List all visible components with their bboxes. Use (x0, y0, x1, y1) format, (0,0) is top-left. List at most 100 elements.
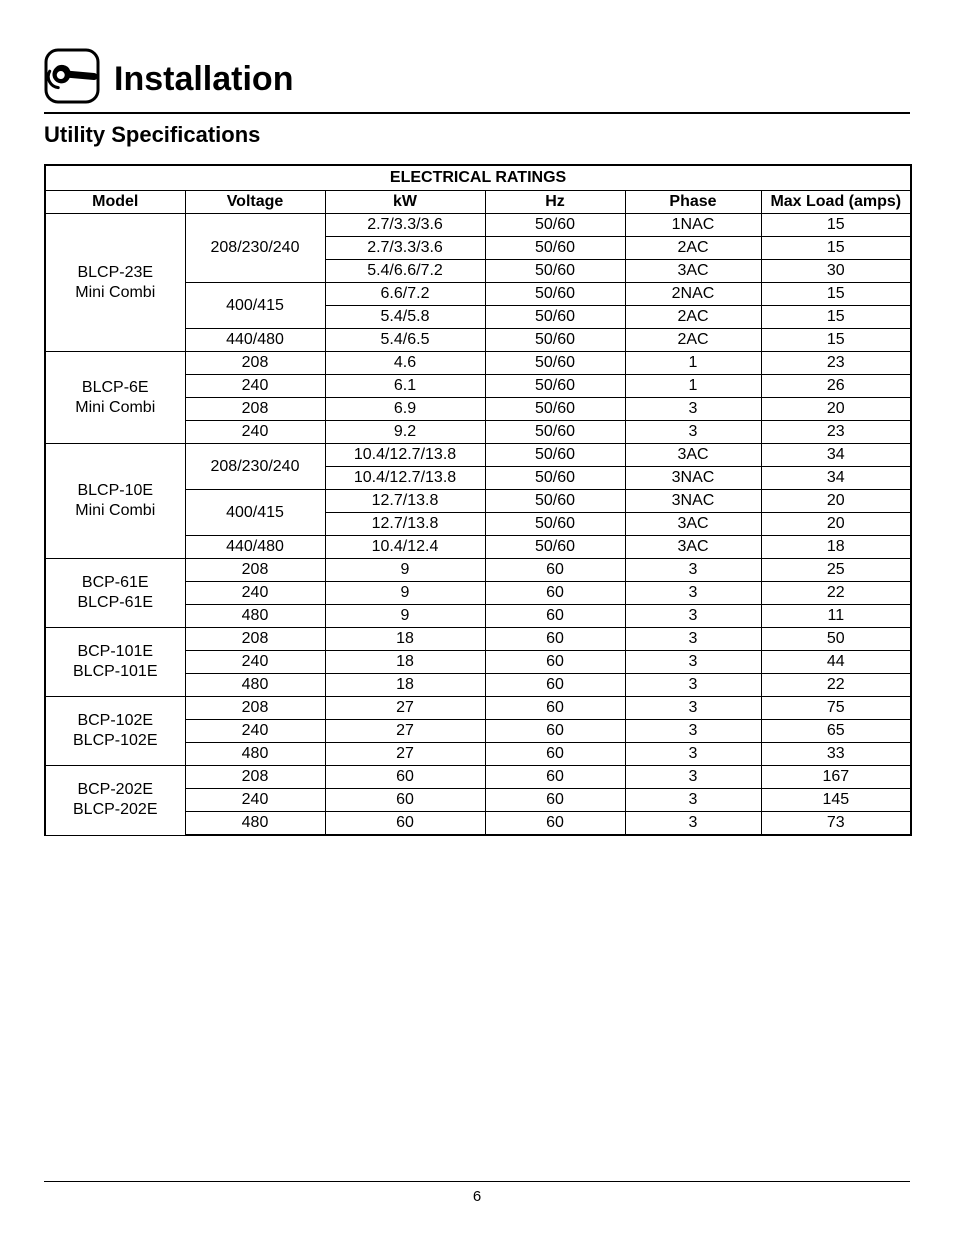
phase-cell: 2AC (625, 237, 761, 260)
phase-cell: 3 (625, 559, 761, 582)
phase-cell: 3 (625, 398, 761, 421)
maxload-cell: 75 (761, 697, 911, 720)
hz-cell: 50/60 (485, 352, 625, 375)
model-cell: BCP-102EBLCP-102E (45, 697, 185, 766)
kw-cell: 18 (325, 651, 485, 674)
hz-cell: 50/60 (485, 513, 625, 536)
kw-cell: 60 (325, 789, 485, 812)
column-header: kW (325, 191, 485, 214)
hz-cell: 50/60 (485, 329, 625, 352)
voltage-cell: 208 (185, 697, 325, 720)
phase-cell: 3 (625, 605, 761, 628)
phase-cell: 3 (625, 651, 761, 674)
phase-cell: 3 (625, 743, 761, 766)
hz-cell: 50/60 (485, 237, 625, 260)
voltage-cell: 400/415 (185, 283, 325, 329)
page: Installation Utility Specifications ELEC… (0, 0, 954, 1235)
maxload-cell: 33 (761, 743, 911, 766)
hz-cell: 50/60 (485, 214, 625, 237)
kw-cell: 27 (325, 697, 485, 720)
maxload-cell: 65 (761, 720, 911, 743)
table-row: BCP-61EBLCP-61E208960325 (45, 559, 911, 582)
maxload-cell: 23 (761, 352, 911, 375)
wrench-icon (44, 48, 100, 104)
hz-cell: 60 (485, 720, 625, 743)
voltage-cell: 480 (185, 743, 325, 766)
section-header: Installation (44, 48, 910, 104)
maxload-cell: 25 (761, 559, 911, 582)
hz-cell: 60 (485, 743, 625, 766)
kw-cell: 6.9 (325, 398, 485, 421)
hz-cell: 60 (485, 582, 625, 605)
voltage-cell: 208 (185, 628, 325, 651)
kw-cell: 6.1 (325, 375, 485, 398)
kw-cell: 9 (325, 605, 485, 628)
phase-cell: 3 (625, 766, 761, 789)
maxload-cell: 15 (761, 329, 911, 352)
maxload-cell: 20 (761, 398, 911, 421)
voltage-cell: 480 (185, 605, 325, 628)
hz-cell: 60 (485, 789, 625, 812)
voltage-cell: 240 (185, 582, 325, 605)
voltage-cell: 440/480 (185, 536, 325, 559)
phase-cell: 3NAC (625, 490, 761, 513)
table-row: BCP-101EBLCP-101E2081860350 (45, 628, 911, 651)
hz-cell: 50/60 (485, 444, 625, 467)
section-title: Installation (114, 62, 293, 96)
hz-cell: 50/60 (485, 260, 625, 283)
voltage-cell: 208 (185, 766, 325, 789)
model-cell: BCP-202EBLCP-202E (45, 766, 185, 836)
hz-cell: 60 (485, 559, 625, 582)
phase-cell: 3 (625, 674, 761, 697)
phase-cell: 3 (625, 720, 761, 743)
voltage-cell: 240 (185, 789, 325, 812)
phase-cell: 3 (625, 421, 761, 444)
subsection-title: Utility Specifications (44, 122, 910, 148)
hz-cell: 60 (485, 651, 625, 674)
voltage-cell: 400/415 (185, 490, 325, 536)
table-row: BLCP-6EMini Combi2084.650/60123 (45, 352, 911, 375)
page-number: 6 (473, 1188, 481, 1205)
section-divider (44, 112, 910, 114)
maxload-cell: 15 (761, 306, 911, 329)
phase-cell: 3NAC (625, 467, 761, 490)
column-header: Max Load (amps) (761, 191, 911, 214)
hz-cell: 50/60 (485, 536, 625, 559)
hz-cell: 60 (485, 628, 625, 651)
phase-cell: 3 (625, 628, 761, 651)
model-cell: BCP-61EBLCP-61E (45, 559, 185, 628)
voltage-cell: 480 (185, 674, 325, 697)
kw-cell: 10.4/12.7/13.8 (325, 444, 485, 467)
kw-cell: 9 (325, 582, 485, 605)
hz-cell: 60 (485, 674, 625, 697)
kw-cell: 18 (325, 628, 485, 651)
phase-cell: 2NAC (625, 283, 761, 306)
phase-cell: 3AC (625, 513, 761, 536)
phase-cell: 3AC (625, 536, 761, 559)
hz-cell: 60 (485, 697, 625, 720)
kw-cell: 60 (325, 766, 485, 789)
hz-cell: 50/60 (485, 421, 625, 444)
kw-cell: 10.4/12.7/13.8 (325, 467, 485, 490)
maxload-cell: 73 (761, 812, 911, 836)
table-title: ELECTRICAL RATINGS (45, 165, 911, 191)
kw-cell: 12.7/13.8 (325, 490, 485, 513)
voltage-cell: 208 (185, 352, 325, 375)
kw-cell: 12.7/13.8 (325, 513, 485, 536)
phase-cell: 3 (625, 789, 761, 812)
phase-cell: 2AC (625, 306, 761, 329)
hz-cell: 50/60 (485, 490, 625, 513)
phase-cell: 1 (625, 352, 761, 375)
maxload-cell: 18 (761, 536, 911, 559)
hz-cell: 50/60 (485, 398, 625, 421)
model-cell: BLCP-6EMini Combi (45, 352, 185, 444)
voltage-cell: 240 (185, 421, 325, 444)
maxload-cell: 22 (761, 674, 911, 697)
maxload-cell: 20 (761, 490, 911, 513)
maxload-cell: 22 (761, 582, 911, 605)
kw-cell: 5.4/6.6/7.2 (325, 260, 485, 283)
page-footer: 6 (44, 1181, 910, 1205)
kw-cell: 4.6 (325, 352, 485, 375)
kw-cell: 2.7/3.3/3.6 (325, 237, 485, 260)
voltage-cell: 208 (185, 559, 325, 582)
